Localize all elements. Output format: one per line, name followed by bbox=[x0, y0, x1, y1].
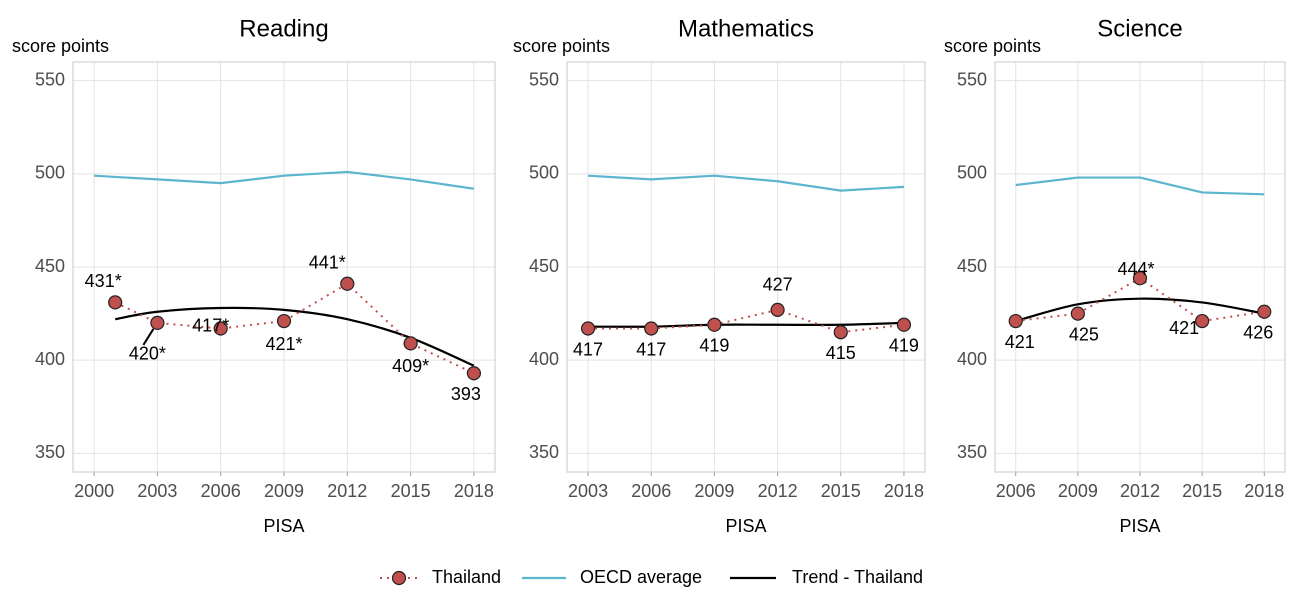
data-label: 409* bbox=[392, 356, 429, 376]
data-point bbox=[896, 317, 912, 332]
y-tick-label: 400 bbox=[529, 349, 559, 369]
data-point bbox=[644, 321, 659, 336]
legend-label: Thailand bbox=[432, 567, 501, 587]
y-tick-label: 550 bbox=[529, 69, 559, 89]
chart-title: Science bbox=[1097, 15, 1182, 42]
y-tick-label: 400 bbox=[957, 349, 987, 369]
x-tick-label: 2006 bbox=[631, 481, 671, 501]
data-point bbox=[213, 321, 228, 336]
data-point bbox=[1195, 313, 1210, 329]
y-tick-label: 550 bbox=[957, 69, 987, 89]
legend-label: OECD average bbox=[580, 567, 702, 587]
data-point bbox=[580, 321, 596, 336]
x-tick-label: 2009 bbox=[694, 481, 734, 501]
data-point bbox=[108, 295, 123, 310]
data-point bbox=[150, 315, 165, 331]
data-point bbox=[1257, 304, 1272, 319]
x-tick-label: 2018 bbox=[1244, 481, 1284, 501]
data-point bbox=[1070, 306, 1085, 321]
y-tick-label: 350 bbox=[529, 442, 559, 462]
data-label: 431* bbox=[85, 271, 122, 291]
data-point bbox=[340, 276, 355, 291]
data-point bbox=[1008, 313, 1023, 329]
x-tick-label: 2012 bbox=[327, 481, 367, 501]
y-tick-label: 500 bbox=[957, 163, 987, 183]
y-tick-label: 450 bbox=[957, 256, 987, 276]
x-axis-label: PISA bbox=[725, 516, 766, 536]
x-tick-label: 2006 bbox=[201, 481, 241, 501]
data-label: 421* bbox=[265, 334, 302, 354]
y-axis-label: score points bbox=[12, 36, 109, 56]
plot-border bbox=[994, 61, 1286, 473]
x-tick-label: 2009 bbox=[264, 481, 304, 501]
data-label: 425 bbox=[1069, 324, 1099, 344]
data-label: 417* bbox=[192, 315, 229, 335]
data-point bbox=[276, 313, 292, 329]
data-label: 441* bbox=[309, 253, 346, 273]
data-label: 417 bbox=[573, 339, 603, 359]
data-label: 393 bbox=[451, 384, 481, 404]
x-tick-label: 2015 bbox=[391, 481, 431, 501]
data-point bbox=[833, 325, 848, 340]
data-label: 419 bbox=[699, 336, 729, 356]
x-tick-label: 2018 bbox=[884, 481, 924, 501]
y-tick-label: 350 bbox=[35, 442, 65, 462]
x-tick-label: 2015 bbox=[1182, 481, 1222, 501]
data-point bbox=[770, 302, 785, 317]
y-axis-label: score points bbox=[513, 36, 610, 56]
oecd-line bbox=[1015, 176, 1265, 196]
data-label: 426 bbox=[1243, 322, 1273, 342]
data-label: 417 bbox=[636, 339, 666, 359]
x-tick-label: 2003 bbox=[137, 481, 177, 501]
y-tick-label: 350 bbox=[957, 442, 987, 462]
legend-label: Trend - Thailand bbox=[792, 567, 923, 587]
data-point bbox=[707, 317, 722, 332]
data-label: 421 bbox=[1005, 332, 1035, 352]
y-tick-label: 400 bbox=[35, 349, 65, 369]
plot-border bbox=[72, 61, 496, 473]
data-label: 427 bbox=[763, 275, 793, 295]
data-label: 415 bbox=[826, 343, 856, 363]
x-axis-label: PISA bbox=[1119, 516, 1160, 536]
label-leader bbox=[142, 328, 155, 346]
plot-border bbox=[566, 61, 926, 473]
data-point bbox=[466, 366, 481, 381]
x-tick-label: 2006 bbox=[996, 481, 1036, 501]
x-tick-label: 2012 bbox=[1120, 481, 1160, 501]
data-label: 421 bbox=[1169, 318, 1199, 338]
data-label: 419 bbox=[889, 336, 919, 356]
y-tick-label: 500 bbox=[35, 163, 65, 183]
y-axis-label: score points bbox=[944, 36, 1041, 56]
y-tick-label: 500 bbox=[529, 163, 559, 183]
oecd-line bbox=[94, 170, 475, 190]
trend-line bbox=[1015, 297, 1265, 323]
data-label: 420* bbox=[129, 344, 166, 364]
y-tick-label: 450 bbox=[529, 256, 559, 276]
x-axis-label: PISA bbox=[263, 516, 304, 536]
chart-title: Mathematics bbox=[678, 15, 814, 42]
x-tick-label: 2003 bbox=[568, 481, 608, 501]
x-tick-label: 2015 bbox=[821, 481, 861, 501]
x-tick-label: 2000 bbox=[74, 481, 114, 501]
x-tick-label: 2012 bbox=[758, 481, 798, 501]
data-label: 444* bbox=[1117, 259, 1154, 279]
chart-title: Reading bbox=[239, 15, 328, 42]
y-tick-label: 550 bbox=[35, 69, 65, 89]
oecd-line bbox=[587, 174, 905, 192]
data-point bbox=[1132, 271, 1148, 286]
x-tick-label: 2009 bbox=[1058, 481, 1098, 501]
y-tick-label: 450 bbox=[35, 256, 65, 276]
legend-swatch bbox=[391, 570, 407, 586]
data-point bbox=[403, 336, 418, 351]
x-tick-label: 2018 bbox=[454, 481, 494, 501]
